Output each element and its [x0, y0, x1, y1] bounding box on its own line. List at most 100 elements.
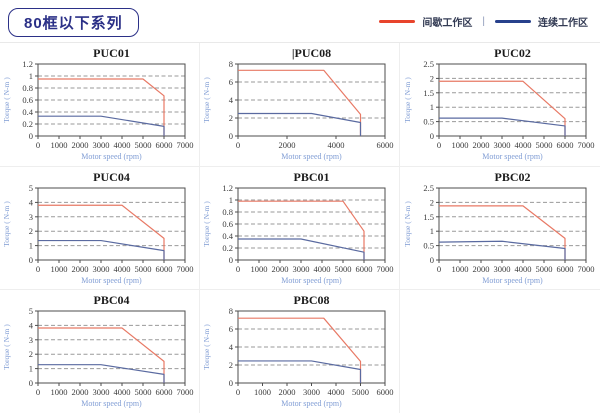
- chart-PBC02: PBC02 0 0.5 1 1.5 2 2.5 0 1000 2000 3000 4000 5000 60…: [403, 170, 595, 285]
- x-tick-label: 1000: [451, 140, 468, 150]
- intermittent-zone-line: [238, 200, 365, 260]
- y-tick-label: 0.4: [22, 107, 33, 117]
- x-tick-label: 4000: [514, 140, 531, 150]
- x-tick-label: 3000: [93, 140, 110, 150]
- continuous-zone-line: [38, 364, 165, 384]
- x-tick-label: 1000: [51, 140, 68, 150]
- x-tick-label: 1000: [254, 387, 271, 397]
- y-tick-label: 0: [429, 255, 433, 265]
- x-tick-label: 3000: [293, 264, 310, 274]
- continuous-zone-line: [38, 239, 165, 260]
- y-tick-label: 4: [29, 321, 34, 331]
- y-tick-label: 1.2: [22, 59, 33, 69]
- x-tick-label: 0: [36, 387, 40, 397]
- x-tick-label: 0: [236, 387, 240, 397]
- x-tick-label: 0: [236, 140, 240, 150]
- x-axis-label: Motor speed (rpm): [482, 276, 543, 285]
- page-header: 80框以下系列 间歇工作区 | 连续工作区: [0, 0, 600, 42]
- chart-title: |PUC08: [292, 46, 331, 60]
- intermittent-zone-line: [238, 317, 362, 384]
- x-tick-label: 2000: [72, 264, 89, 274]
- y-tick-label: 5: [29, 183, 33, 193]
- y-tick-label: 0.2: [22, 119, 33, 129]
- y-tick-label: 0.5: [423, 240, 434, 250]
- y-axis-label: Torque ( N-m ): [2, 200, 11, 246]
- x-axis-label: Motor speed (rpm): [482, 152, 543, 161]
- chart-PUC04: PUC04 0 1 2 3 4 5 0 1000 2000 3000 4000 5000 6000 7000…: [2, 170, 194, 285]
- x-axis-label: Motor speed (rpm): [281, 276, 342, 285]
- chart-cell-PUC02: PUC02 0 0.5 1 1.5 2 2.5 0 1000 2000 3000 4000 5000 60…: [400, 43, 600, 167]
- continuous-zone-label: 连续工作区: [538, 17, 588, 29]
- x-tick-label: 1000: [251, 264, 268, 274]
- chart-title: PUC01: [93, 46, 130, 60]
- x-tick-label: 0: [436, 140, 440, 150]
- y-tick-label: 2: [429, 197, 433, 207]
- continuous-zone-line: [438, 117, 566, 136]
- chart-PUC01: PUC01 0 0.2 0.4 0.6 0.8 1 1.2 0 1000 2000 3000 4000 5…: [2, 46, 194, 161]
- intermittent-zone-line: [38, 327, 165, 384]
- empty-cell: [400, 290, 600, 413]
- intermittent-zone-label: 间歇工作区: [422, 17, 473, 29]
- x-axis-label: Motor speed (rpm): [81, 276, 142, 285]
- intermittent-zone-line: [38, 204, 165, 260]
- y-tick-label: 4: [29, 197, 34, 207]
- x-tick-label: 5000: [135, 387, 152, 397]
- chart-title: PBC02: [494, 170, 530, 184]
- x-tick-label: 4000: [314, 264, 331, 274]
- chart-title: PBC08: [294, 293, 330, 307]
- plot-border: [37, 187, 186, 261]
- x-tick-label: 7000: [577, 140, 594, 150]
- y-tick-label: 3: [29, 335, 33, 345]
- x-tick-label: 7000: [177, 387, 194, 397]
- y-tick-label: 0: [229, 255, 233, 265]
- chart-legend: 间歇工作区 | 连续工作区: [379, 14, 588, 29]
- y-tick-label: 0.5: [423, 117, 434, 127]
- y-tick-label: 4: [229, 95, 234, 105]
- chart-PUC02: PUC02 0 0.5 1 1.5 2 2.5 0 1000 2000 3000 4000 5000 60…: [403, 46, 595, 161]
- y-tick-label: 2.5: [423, 59, 434, 69]
- x-axis-label: Motor speed (rpm): [81, 152, 142, 161]
- y-tick-label: 0.2: [222, 243, 233, 253]
- y-tick-label: 0.6: [222, 219, 233, 229]
- y-tick-label: 0: [229, 378, 233, 388]
- y-tick-label: 6: [229, 324, 233, 334]
- continuous-line-swatch: [495, 19, 531, 23]
- x-tick-label: 2000: [472, 264, 489, 274]
- series-title-badge: 80框以下系列: [8, 7, 139, 37]
- chart-cell-PBC01: PBC01 0 0.2 0.4 0.6 0.8 1 1.2 0 1000 2000 3000 4000 5…: [200, 166, 400, 291]
- y-tick-label: 2: [429, 73, 433, 83]
- x-axis-label: Motor speed (rpm): [281, 152, 342, 161]
- x-tick-label: 7000: [577, 264, 594, 274]
- x-tick-label: 6000: [377, 387, 394, 397]
- y-tick-label: 0.4: [222, 231, 233, 241]
- y-tick-label: 0.8: [222, 207, 233, 217]
- chart-cell-PUC04: PUC04 0 1 2 3 4 5 0 1000 2000 3000 4000 5000 6000 7000…: [0, 166, 200, 291]
- x-tick-label: 2000: [279, 140, 296, 150]
- y-tick-label: 6: [229, 77, 233, 87]
- series-title: 80框以下系列: [24, 14, 123, 32]
- y-tick-label: 0.8: [22, 83, 33, 93]
- y-tick-label: 3: [29, 211, 33, 221]
- x-tick-label: 1000: [51, 264, 68, 274]
- y-tick-label: 2: [229, 113, 233, 123]
- chart-cell-PBC04: PBC04 0 1 2 3 4 5 0 1000 2000 3000 4000 5000 6000 7000…: [0, 290, 200, 413]
- continuous-zone-line: [438, 240, 566, 260]
- intermittent-zone-line: [438, 204, 566, 260]
- x-tick-label: 6000: [556, 264, 573, 274]
- x-tick-label: 0: [436, 264, 440, 274]
- y-tick-label: 1: [29, 364, 33, 374]
- y-tick-label: 1: [229, 195, 233, 205]
- y-tick-label: 1: [29, 71, 33, 81]
- x-tick-label: 5000: [535, 264, 552, 274]
- y-tick-label: 0: [229, 131, 233, 141]
- x-tick-label: 3000: [93, 264, 110, 274]
- y-tick-label: 2: [29, 349, 33, 359]
- charts-grid: PUC01 0 0.2 0.4 0.6 0.8 1 1.2 0 1000 2000 3000 4000 5…: [0, 42, 600, 413]
- continuous-zone-line: [38, 115, 165, 136]
- chart-title: PUC04: [93, 170, 130, 184]
- legend-separator: |: [482, 15, 485, 27]
- x-tick-label: 5000: [135, 264, 152, 274]
- chart-cell-PBC08: PBC08 0 2 4 6 8 0 1000 2000 3000 4000 5000 6000 Motor…: [200, 290, 400, 413]
- x-tick-label: 2000: [272, 264, 289, 274]
